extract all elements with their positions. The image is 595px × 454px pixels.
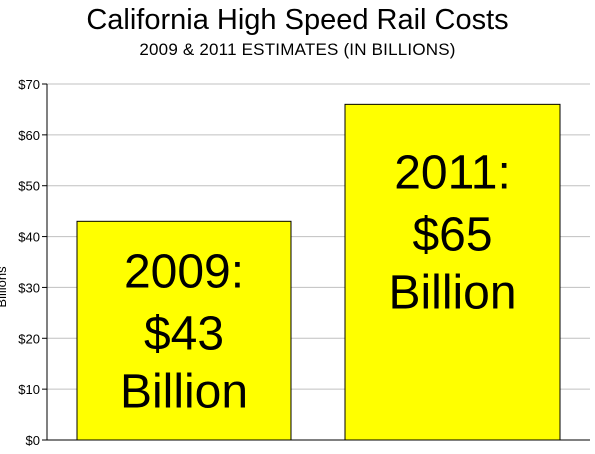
bar-data-label: Billion bbox=[120, 365, 248, 418]
chart-title: California High Speed Rail Costs bbox=[86, 4, 509, 36]
y-tick-label: $50 bbox=[18, 179, 40, 194]
y-tick-label: $0 bbox=[26, 433, 40, 448]
bar-data-label: 2011: bbox=[394, 146, 511, 199]
bar-data-label: Billion bbox=[388, 266, 516, 319]
y-tick-label: $40 bbox=[18, 230, 40, 245]
bar-data-label: $43 bbox=[144, 307, 224, 360]
y-axis-label: Billions bbox=[0, 266, 9, 308]
bar-2009 bbox=[76, 220, 292, 441]
chart-subtitle: 2009 & 2011 ESTIMATES (IN BILLIONS) bbox=[139, 40, 456, 59]
y-axis-ticks: $0 $10 $20 $30 $40 $50 $60 $70 bbox=[18, 77, 47, 448]
y-tick-label: $70 bbox=[18, 77, 40, 92]
bar-data-label: 2009: bbox=[124, 245, 244, 298]
bar-data-label: $65 bbox=[412, 208, 492, 261]
y-tick-label: $30 bbox=[18, 280, 40, 295]
bar-2011 bbox=[344, 103, 561, 441]
y-tick-label: $20 bbox=[18, 331, 40, 346]
y-tick-label: $10 bbox=[18, 382, 40, 397]
y-tick-label: $60 bbox=[18, 128, 40, 143]
